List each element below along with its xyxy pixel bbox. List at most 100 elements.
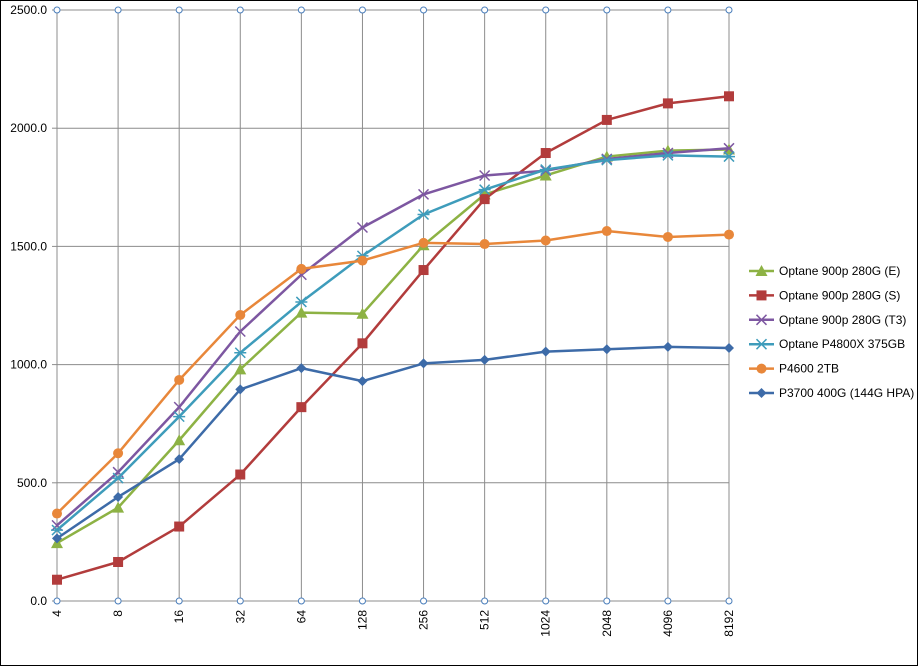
gridline-bottom-marker (114, 597, 122, 605)
data-point (113, 448, 124, 459)
data-point (479, 239, 490, 250)
data-point (235, 469, 246, 480)
data-point (52, 533, 62, 544)
x-tick-label: 32 (233, 610, 247, 624)
series-4 (51, 149, 735, 536)
gridline-bottom-marker (53, 597, 61, 605)
data-point (357, 376, 368, 387)
gridline-bottom-marker (358, 597, 366, 605)
gridline-top-marker (542, 6, 550, 14)
legend-item: Optane P4800X 375GB (749, 337, 905, 351)
legend-item: P3700 400G (144G HPA) (749, 386, 914, 400)
legend-label: P4600 2TB (779, 362, 839, 376)
data-point (296, 263, 307, 274)
x-tick-label: 8 (111, 610, 125, 617)
gridline-top-marker (236, 6, 244, 14)
series-line (56, 148, 730, 545)
data-point (662, 98, 673, 109)
data-point (112, 501, 125, 513)
data-point (52, 574, 62, 585)
gridline-bottom-marker (725, 597, 733, 605)
series-line (56, 95, 730, 581)
data-point (479, 194, 490, 205)
y-tick-label: 0.0 (30, 594, 47, 608)
legend-marker (755, 338, 768, 350)
gridline-bottom-marker (236, 597, 244, 605)
data-point (235, 309, 246, 320)
y-tick-label: 2000.0 (10, 121, 47, 135)
series-5 (52, 226, 734, 519)
x-tick-label: 16 (172, 610, 186, 624)
y-tick-label: 2500.0 (10, 3, 47, 17)
x-tick-label: 4096 (661, 610, 675, 637)
data-point (234, 363, 247, 375)
data-point (724, 343, 734, 354)
data-point (478, 184, 491, 196)
series-line (56, 147, 730, 527)
data-point (52, 508, 62, 519)
gridline-bottom-marker (603, 597, 611, 605)
data-point (295, 306, 308, 318)
data-point (600, 154, 613, 166)
data-point (418, 358, 429, 369)
data-point (113, 556, 124, 567)
data-point (601, 114, 612, 125)
legend: Optane 900p 280G (E) Optane 900p 280G (S)… (749, 264, 914, 400)
data-point (174, 374, 185, 385)
gridline-top-marker (725, 6, 733, 14)
data-point (723, 151, 735, 163)
data-point (418, 237, 429, 248)
legend-marker (756, 363, 767, 374)
series-6 (52, 341, 734, 544)
legend-item: Optane 900p 280G (S) (749, 288, 900, 302)
data-point (539, 164, 552, 176)
legend-marker (755, 265, 768, 276)
data-point (173, 411, 186, 423)
data-point (661, 149, 674, 161)
series-line (56, 154, 730, 532)
data-point (539, 169, 552, 181)
gridline-top-marker (53, 6, 61, 14)
legend-label: P3700 400G (144G HPA) (779, 386, 914, 400)
data-point (662, 231, 673, 242)
gridline-bottom-marker (542, 597, 550, 605)
data-point (173, 401, 185, 413)
legend-item: Optane 900p 280G (T3) (749, 313, 906, 327)
data-point (417, 208, 430, 221)
gridline-bottom-marker (664, 597, 672, 605)
gridline-bottom-marker (481, 597, 489, 605)
data-point (724, 229, 734, 240)
data-point (601, 344, 612, 355)
y-tick-label: 500.0 (17, 476, 47, 490)
data-point (540, 148, 551, 159)
data-point (112, 472, 125, 484)
data-point (357, 338, 368, 349)
y-tick-label: 1000.0 (10, 358, 47, 372)
legend-label: Optane 900p 280G (E) (779, 264, 900, 278)
legend-marker (756, 388, 767, 398)
gridline-bottom-marker (420, 597, 428, 605)
x-tick-label: 64 (294, 610, 308, 624)
gridline-top-marker (114, 6, 122, 14)
data-point (540, 235, 551, 246)
data-point (295, 296, 308, 308)
legend-label: Optane P4800X 375GB (779, 337, 905, 351)
data-point (234, 347, 247, 359)
series-2 (52, 91, 734, 585)
data-point (296, 402, 307, 413)
series-line (56, 229, 730, 515)
gridline-top-marker (420, 6, 428, 14)
x-tick-label: 128 (355, 610, 369, 630)
gridline-top-marker (664, 6, 672, 14)
y-tick-label: 1500.0 (10, 239, 47, 253)
data-point (234, 325, 246, 338)
x-tick-label: 8192 (722, 610, 736, 637)
gridline-top-marker (603, 6, 611, 14)
legend-label: Optane 900p 280G (S) (779, 288, 900, 302)
gridline-bottom-marker (297, 597, 305, 605)
gridline-top-marker (358, 6, 366, 14)
gridline-top-marker (175, 6, 183, 14)
gridline-top-marker (297, 6, 305, 14)
legend-marker (756, 290, 767, 301)
